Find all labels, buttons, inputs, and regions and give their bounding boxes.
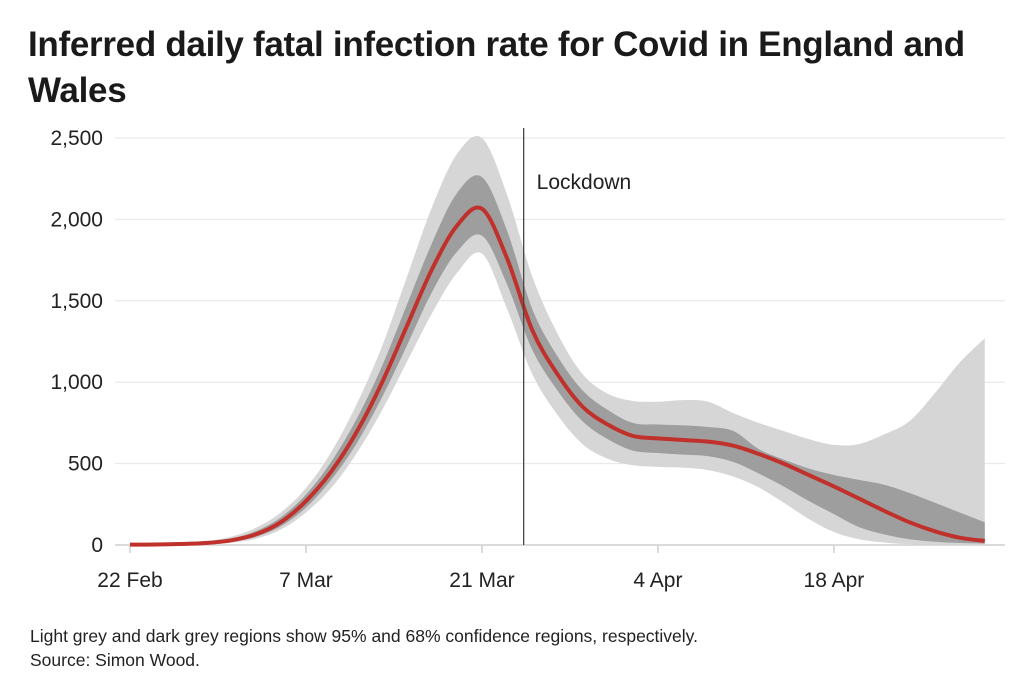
y-tick-label: 2,000 [50,208,103,231]
y-tick-label: 0 [91,534,103,557]
chart-title: Inferred daily fatal infection rate for … [28,25,965,110]
chart-footer: Light grey and dark grey regions show 95… [30,624,698,672]
x-tick-label: 18 Apr [804,569,865,592]
footer-note: Light grey and dark grey regions show 95… [30,626,698,646]
footer-source: Source: Simon Wood. [30,650,200,670]
x-tick-label: 7 Mar [279,569,333,592]
lockdown-label: Lockdown [537,171,632,194]
y-tick-label: 500 [68,453,103,476]
median-line [129,205,986,547]
ci68-band [130,175,985,545]
y-tick-label: 1,500 [50,290,103,313]
x-tick-label: 4 Apr [633,569,682,592]
x-tick-label: 21 Mar [449,569,514,592]
x-tick-label: 22 Feb [97,569,162,592]
y-tick-label: 2,500 [50,127,103,150]
y-tick-label: 1,000 [50,371,103,394]
